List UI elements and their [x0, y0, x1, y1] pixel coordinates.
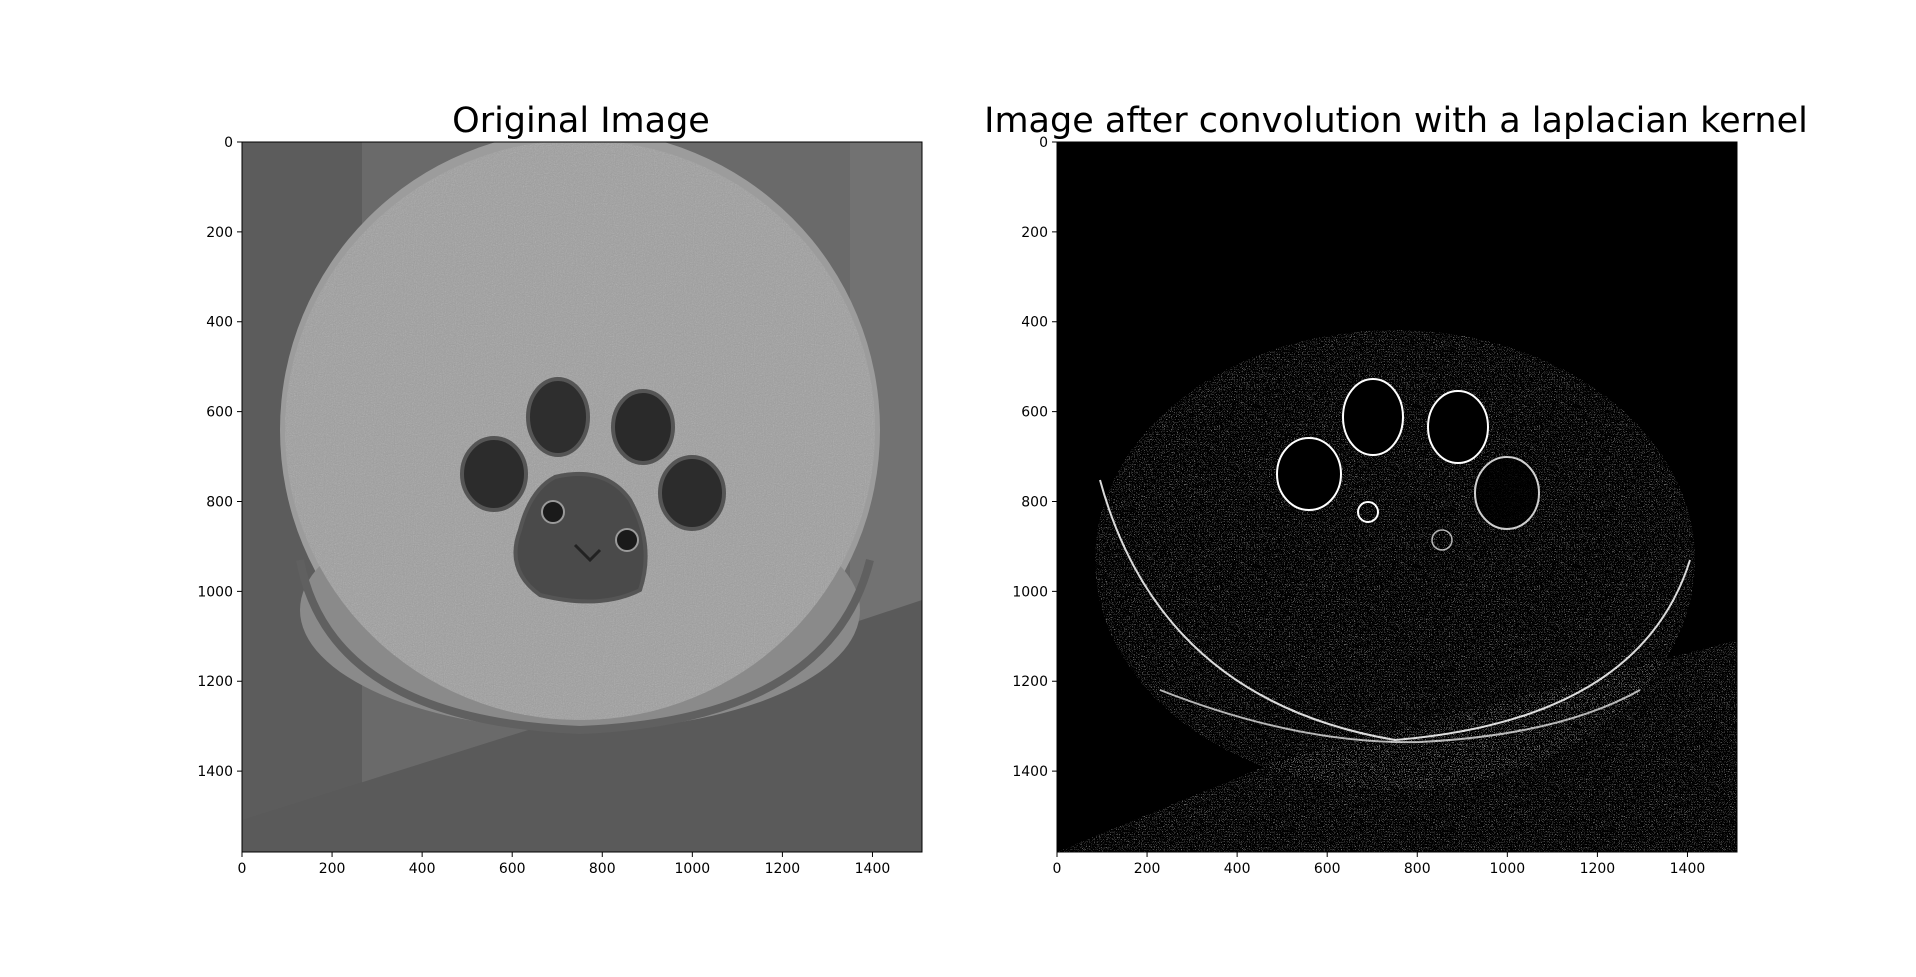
panel-title: Image after convolution with a laplacian… — [984, 101, 1808, 141]
x-tick-label: 800 — [589, 861, 616, 877]
x-tick-label: 1400 — [1670, 861, 1706, 877]
panel-title: Original Image — [452, 101, 710, 141]
x-tick-label: 1000 — [675, 861, 711, 877]
x-tick-label: 0 — [1053, 861, 1062, 877]
y-tick-label: 0 — [224, 135, 233, 151]
x-tick-label: 200 — [319, 861, 346, 877]
y-tick-label: 1200 — [197, 674, 233, 690]
y-tick-label: 800 — [1021, 494, 1048, 510]
paw-hole — [611, 389, 675, 465]
x-tick-label: 800 — [1404, 861, 1431, 877]
y-tick-label: 0 — [1039, 135, 1048, 151]
paw-hole-edge — [1276, 437, 1342, 511]
x-tick-label: 1200 — [765, 861, 801, 877]
paw-hole-edge — [1474, 456, 1540, 530]
x-tick-label: 400 — [1224, 861, 1251, 877]
y-tick-label: 1200 — [1012, 674, 1048, 690]
edge-arc — [1159, 689, 1641, 744]
y-tick-label: 800 — [206, 494, 233, 510]
y-tick-label: 200 — [206, 225, 233, 241]
edge-arc — [1099, 479, 1691, 742]
paw-hole — [526, 377, 590, 457]
paw-hole-edge — [1427, 390, 1489, 464]
y-tick-label: 200 — [1021, 225, 1048, 241]
original-image — [242, 142, 922, 852]
y-tick-label: 1400 — [1012, 764, 1048, 780]
axes: 0 200 400 600 800 1000 1200 1400 0 200 400 600 800 10… — [197, 135, 890, 877]
laplacian-image-panel: Image after convolution with a laplacian… — [984, 101, 1808, 877]
paw-hole-edge — [1342, 378, 1404, 456]
x-tick-label: 1400 — [855, 861, 891, 877]
axes: 0 200 400 600 800 1000 1200 1400 0 200 400 600 800 10… — [1012, 135, 1705, 877]
y-tick-label: 1000 — [1012, 584, 1048, 600]
y-tick-label: 600 — [1021, 405, 1048, 421]
y-tick-label: 1000 — [197, 584, 233, 600]
x-tick-label: 1000 — [1490, 861, 1526, 877]
paw-hole — [658, 455, 726, 531]
x-tick-label: 600 — [499, 861, 526, 877]
y-tick-label: 400 — [206, 315, 233, 331]
laplacian-image — [1057, 142, 1737, 852]
x-tick-label: 1200 — [1580, 861, 1616, 877]
x-tick-label: 400 — [409, 861, 436, 877]
y-tick-label: 400 — [1021, 315, 1048, 331]
paw-hole — [460, 436, 528, 512]
x-tick-label: 0 — [238, 861, 247, 877]
original-image-panel: Original Image 0 200 400 600 800 1000 12 — [197, 101, 923, 877]
x-tick-label: 200 — [1134, 861, 1161, 877]
x-tick-label: 600 — [1314, 861, 1341, 877]
y-tick-label: 600 — [206, 405, 233, 421]
y-tick-label: 1400 — [197, 764, 233, 780]
